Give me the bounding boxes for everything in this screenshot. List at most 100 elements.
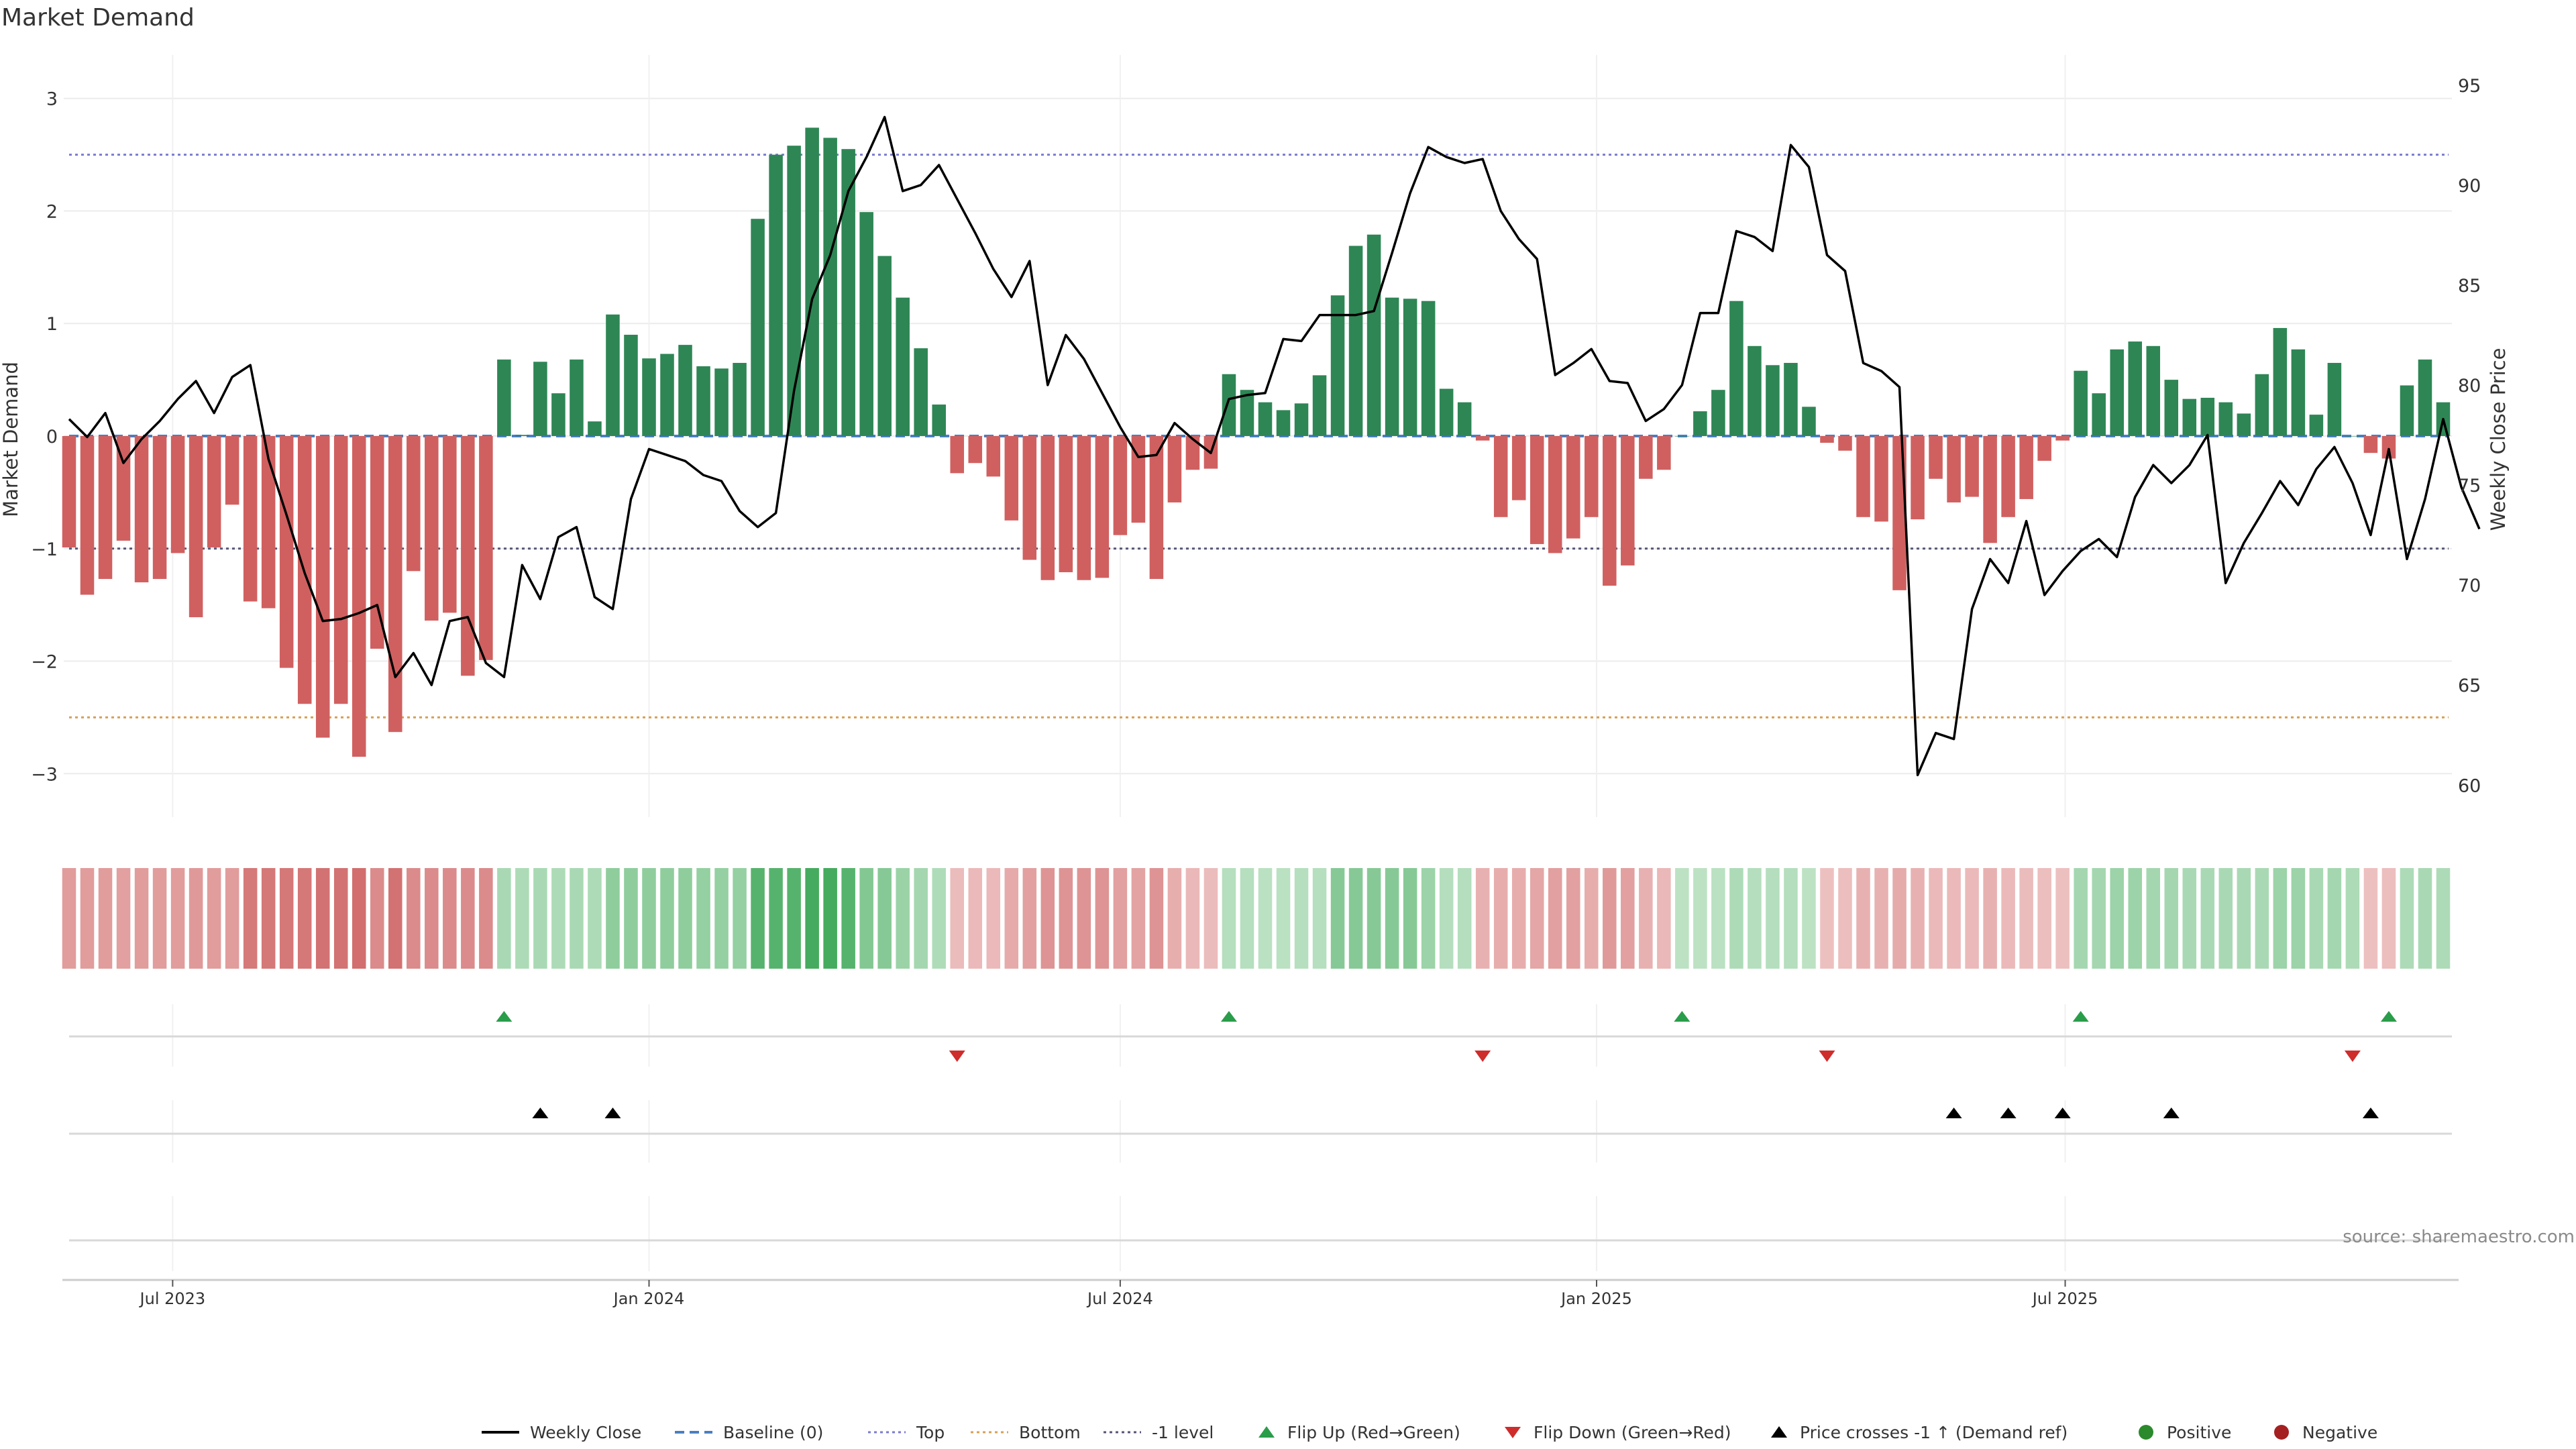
heat-cell (352, 868, 366, 969)
demand-bar (261, 436, 276, 608)
heat-cell (1439, 868, 1454, 969)
demand-bar (1167, 436, 1182, 502)
heat-cell (2037, 868, 2051, 969)
heat-cell (805, 868, 819, 969)
heat-cell (1077, 868, 1091, 969)
heat-cell (1711, 868, 1725, 969)
demand-bar (642, 358, 656, 436)
legend-label: Bottom (1019, 1423, 1081, 1442)
legend-label: Flip Down (Green→Red) (1534, 1423, 1731, 1442)
heat-cell (1729, 868, 1743, 969)
left-axis-label: Market Demand (0, 362, 22, 517)
left-tick-label: −3 (31, 764, 58, 785)
legend-item: Bottom (971, 1423, 1081, 1442)
demand-bar (914, 348, 928, 436)
heat-cell (2074, 868, 2088, 969)
heat-cell (1784, 868, 1798, 969)
demand-bar (932, 405, 946, 436)
demand-bar (443, 436, 457, 613)
heat-cell (1258, 868, 1273, 969)
heat-cell (1149, 868, 1164, 969)
price-cross-marker (604, 1108, 621, 1118)
heat-cell (660, 868, 674, 969)
demand-bar (1965, 436, 1979, 497)
heat-cell (2418, 868, 2432, 969)
heat-cell (1095, 868, 1110, 969)
left-tick-label: −1 (31, 539, 58, 560)
legend: Weekly Close Baseline (0) Top Bottom -1 leve… (482, 1423, 2377, 1442)
heat-cell (207, 868, 221, 969)
heat-cell (297, 868, 312, 969)
demand-bar (1929, 436, 1943, 479)
demand-bar (1258, 402, 1273, 436)
right-tick-label: 60 (2458, 775, 2481, 796)
heat-cell (1820, 868, 1834, 969)
heat-cell (1059, 868, 1073, 969)
heat-cell (769, 868, 783, 969)
heat-cell (2128, 868, 2143, 969)
heat-cell (1294, 868, 1309, 969)
heat-cell (877, 868, 892, 969)
heat-cell (1911, 868, 1925, 969)
demand-bar (1784, 362, 1798, 436)
demand-bar (497, 359, 511, 436)
demand-bar (2146, 345, 2161, 436)
heat-cell (1421, 868, 1436, 969)
demand-bar (98, 436, 113, 580)
demand-bar (1312, 375, 1327, 436)
demand-bar (1693, 411, 1707, 436)
heat-cell (2237, 868, 2251, 969)
demand-bar (841, 149, 855, 436)
demand-bar (1240, 390, 1254, 436)
demand-bar (461, 436, 475, 676)
flip-up-marker (2380, 1011, 2397, 1022)
demand-bar (1603, 436, 1617, 586)
demand-bar (116, 436, 131, 541)
heat-cell (370, 868, 384, 969)
heat-cell (315, 868, 330, 969)
source-note: source: sharemaestro.com (2343, 1227, 2575, 1247)
demand-bar (2273, 327, 2288, 436)
demand-bar (1040, 436, 1055, 580)
heat-cell (1965, 868, 1979, 969)
heat-cell (1585, 868, 1599, 969)
heat-cell (515, 868, 529, 969)
demand-bar (1095, 436, 1110, 578)
demand-bar (1294, 403, 1309, 436)
heat-cell (570, 868, 584, 969)
right-tick-label: 90 (2458, 176, 2481, 197)
heat-cell (950, 868, 965, 969)
heat-cell (714, 868, 729, 969)
demand-bar (1983, 436, 1997, 543)
price-cross-marker (1945, 1108, 1962, 1118)
heat-cell (2182, 868, 2197, 969)
demand-bar (787, 146, 801, 436)
right-tick-label: 95 (2458, 76, 2481, 97)
heat-cell (1802, 868, 1816, 969)
heat-cell (1856, 868, 1870, 969)
demand-bar (1385, 297, 1399, 436)
demand-bar (1766, 365, 1780, 436)
right-axis: 95 90 85 80 75 70 65 60 (2458, 76, 2481, 797)
legend-item: Positive (2139, 1423, 2231, 1442)
demand-bar (2074, 370, 2088, 436)
heat-cell (2309, 868, 2324, 969)
heat-cell (1874, 868, 1888, 969)
heat-cell (2001, 868, 2015, 969)
left-axis: 3 2 1 0 −1 −2 −3 (31, 89, 58, 786)
demand-bar (950, 436, 965, 474)
legend-label: Baseline (0) (723, 1423, 823, 1442)
heat-cell (261, 868, 276, 969)
demand-bar (2218, 402, 2233, 436)
heat-cell (2164, 868, 2179, 969)
demand-bar (1366, 234, 1381, 436)
heat-cell (1566, 868, 1580, 969)
demand-bar (2110, 349, 2124, 436)
demand-bar (2092, 393, 2106, 436)
heat-cell (1838, 868, 1852, 969)
heat-cell (1639, 868, 1653, 969)
legend-item: Baseline (0) (675, 1423, 823, 1442)
demand-bar (2363, 436, 2378, 453)
heat-cell (2218, 868, 2233, 969)
